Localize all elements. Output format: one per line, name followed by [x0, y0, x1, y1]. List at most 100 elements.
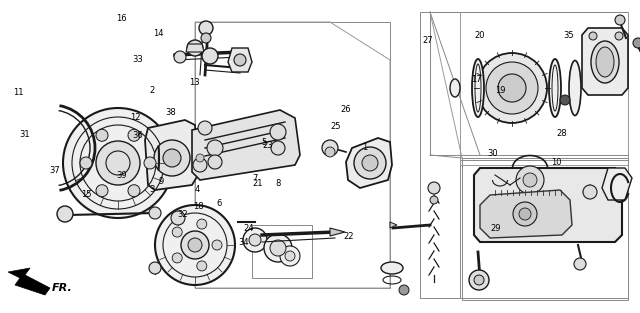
Circle shape	[280, 246, 300, 266]
Circle shape	[474, 275, 484, 285]
Circle shape	[196, 219, 207, 229]
Text: 26: 26	[340, 105, 351, 114]
Circle shape	[212, 240, 222, 250]
Circle shape	[149, 207, 161, 219]
Text: 18: 18	[193, 202, 204, 211]
Text: 37: 37	[49, 166, 60, 175]
Circle shape	[325, 147, 335, 157]
Text: 32: 32	[177, 210, 188, 219]
Circle shape	[188, 238, 202, 252]
Circle shape	[354, 147, 386, 179]
Circle shape	[560, 95, 570, 105]
Text: 31: 31	[19, 130, 29, 139]
Circle shape	[574, 258, 586, 270]
Text: 23: 23	[262, 141, 273, 150]
Text: 9: 9	[159, 177, 164, 186]
Polygon shape	[8, 268, 50, 295]
Circle shape	[583, 185, 597, 199]
Circle shape	[96, 185, 108, 197]
Circle shape	[428, 182, 440, 194]
Text: FR.: FR.	[52, 283, 73, 293]
Circle shape	[193, 158, 207, 172]
Text: 29: 29	[491, 224, 501, 233]
Circle shape	[80, 157, 92, 169]
Circle shape	[181, 231, 209, 259]
Text: 11: 11	[13, 88, 23, 97]
Circle shape	[198, 121, 212, 135]
Text: 5: 5	[262, 138, 267, 147]
Circle shape	[322, 140, 338, 156]
Circle shape	[172, 227, 182, 237]
Circle shape	[498, 74, 526, 102]
Polygon shape	[145, 120, 198, 190]
Text: 24: 24	[243, 224, 253, 233]
Ellipse shape	[549, 59, 561, 117]
Circle shape	[270, 124, 286, 140]
Text: 10: 10	[552, 158, 562, 167]
Ellipse shape	[569, 60, 581, 115]
Circle shape	[208, 155, 222, 169]
Text: 14: 14	[154, 29, 164, 38]
Text: 6: 6	[217, 199, 222, 208]
Polygon shape	[602, 168, 632, 200]
Circle shape	[96, 129, 108, 141]
Polygon shape	[480, 190, 572, 238]
Ellipse shape	[381, 262, 403, 274]
Circle shape	[513, 202, 537, 226]
Polygon shape	[474, 168, 622, 242]
Ellipse shape	[450, 79, 460, 97]
Polygon shape	[346, 138, 392, 188]
Circle shape	[154, 140, 190, 176]
Text: 17: 17	[472, 75, 482, 84]
Circle shape	[477, 53, 547, 123]
Circle shape	[615, 15, 625, 25]
Circle shape	[399, 285, 409, 295]
Text: 3: 3	[150, 185, 155, 194]
Circle shape	[163, 149, 181, 167]
Circle shape	[196, 261, 207, 271]
Circle shape	[270, 240, 286, 256]
Circle shape	[128, 129, 140, 141]
Polygon shape	[192, 110, 300, 180]
Circle shape	[615, 32, 623, 40]
Circle shape	[271, 141, 285, 155]
Circle shape	[187, 40, 203, 56]
Circle shape	[589, 32, 597, 40]
Circle shape	[144, 157, 156, 169]
Circle shape	[207, 140, 223, 156]
Circle shape	[199, 21, 213, 35]
Text: 27: 27	[422, 36, 433, 44]
Polygon shape	[186, 44, 204, 52]
Text: 21: 21	[253, 179, 263, 187]
Text: 35: 35	[563, 31, 573, 39]
Circle shape	[285, 251, 295, 261]
Text: 15: 15	[81, 190, 92, 198]
Circle shape	[172, 253, 182, 263]
Circle shape	[63, 108, 173, 218]
Ellipse shape	[596, 47, 614, 77]
Circle shape	[57, 206, 73, 222]
Text: 2: 2	[150, 86, 155, 95]
Text: 28: 28	[557, 129, 567, 137]
Ellipse shape	[591, 41, 619, 83]
Circle shape	[519, 208, 531, 220]
Circle shape	[196, 154, 204, 162]
Circle shape	[174, 51, 186, 63]
Text: 16: 16	[116, 14, 127, 23]
Text: 1: 1	[362, 143, 367, 151]
Circle shape	[633, 38, 640, 48]
Circle shape	[149, 262, 161, 274]
Circle shape	[523, 173, 537, 187]
Text: 38: 38	[166, 108, 176, 117]
Ellipse shape	[472, 59, 484, 117]
Circle shape	[362, 155, 378, 171]
Circle shape	[202, 48, 218, 64]
Circle shape	[234, 54, 246, 66]
Text: 8: 8	[276, 179, 281, 187]
Circle shape	[516, 166, 544, 194]
Polygon shape	[582, 28, 628, 95]
Text: 39: 39	[116, 171, 127, 180]
Text: 7: 7	[252, 174, 257, 183]
Circle shape	[96, 141, 140, 185]
Circle shape	[264, 234, 292, 262]
